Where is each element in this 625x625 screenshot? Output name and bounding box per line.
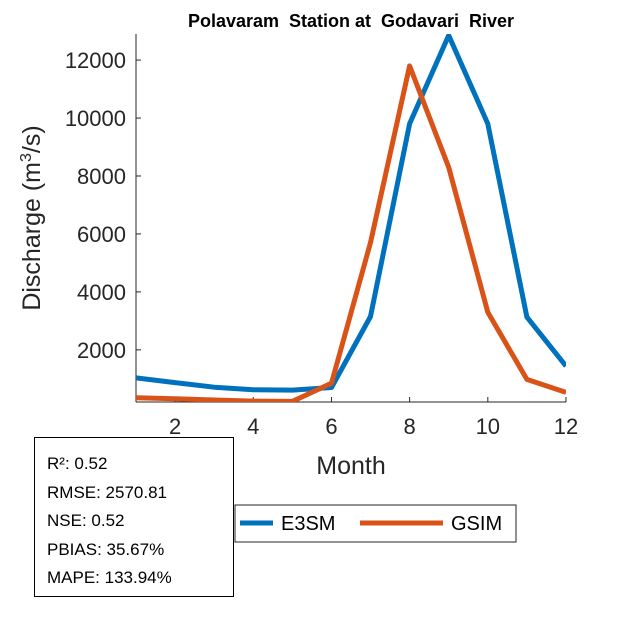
y-tick-label: 4000	[77, 280, 126, 305]
stat-rmse: RMSE: 2570.81	[47, 482, 168, 502]
y-tick-label: 10000	[65, 106, 126, 131]
x-tick-label: 10	[476, 414, 500, 439]
plot-area: 2 4 6 8 10 12 2000 4000 6000 8000 10000 12000	[65, 34, 578, 439]
x-axis-label: Month	[316, 452, 385, 480]
y-tick-label: 8000	[77, 164, 126, 189]
x-tick-label: 8	[404, 414, 416, 439]
y-tick-label: 12000	[65, 48, 126, 73]
legend: E3SM GSIM	[234, 504, 517, 543]
legend-label-e3sm: E3SM	[281, 513, 335, 535]
y-axis-label-main: Discharge (m	[18, 162, 46, 311]
x-tick-label: 4	[247, 414, 259, 439]
stat-nse: NSE: 0.52	[47, 511, 125, 530]
y-axis-label-sup: 3	[18, 153, 35, 162]
y-tick-label: 6000	[77, 222, 126, 247]
stat-r2: R²: 0.52	[47, 454, 108, 473]
x-tick-label: 6	[325, 414, 337, 439]
y-tick-label: 2000	[77, 338, 126, 363]
x-tick-label: 12	[554, 414, 578, 439]
stat-mape: MAPE: 133.94%	[47, 568, 172, 587]
legend-label-gsim: GSIM	[451, 513, 502, 535]
series-line-gsim	[136, 63, 566, 402]
stats-box: R²: 0.52 RMSE: 2570.81 NSE: 0.52 PBIAS: …	[34, 437, 234, 597]
chart-title: Polavaram Station at Godavari River	[188, 11, 514, 31]
y-axis-label-tail: /s)	[18, 125, 46, 153]
y-axis-label: Discharge (m3/s)	[18, 125, 46, 310]
stat-pbias: PBIAS: 35.67%	[47, 539, 165, 559]
x-tick-label: 2	[169, 414, 181, 439]
series-line-e3sm	[136, 34, 566, 393]
